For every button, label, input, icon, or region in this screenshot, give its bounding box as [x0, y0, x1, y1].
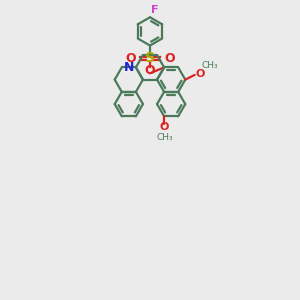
Text: F: F [151, 5, 159, 15]
Text: O: O [125, 52, 136, 65]
Text: N: N [124, 61, 134, 74]
Text: O: O [164, 52, 175, 65]
Text: CH₃: CH₃ [157, 134, 174, 142]
Text: O: O [145, 64, 155, 77]
Text: S: S [145, 52, 155, 65]
Text: O: O [196, 69, 205, 79]
Text: CH₃: CH₃ [201, 61, 218, 70]
Text: O: O [159, 122, 169, 132]
